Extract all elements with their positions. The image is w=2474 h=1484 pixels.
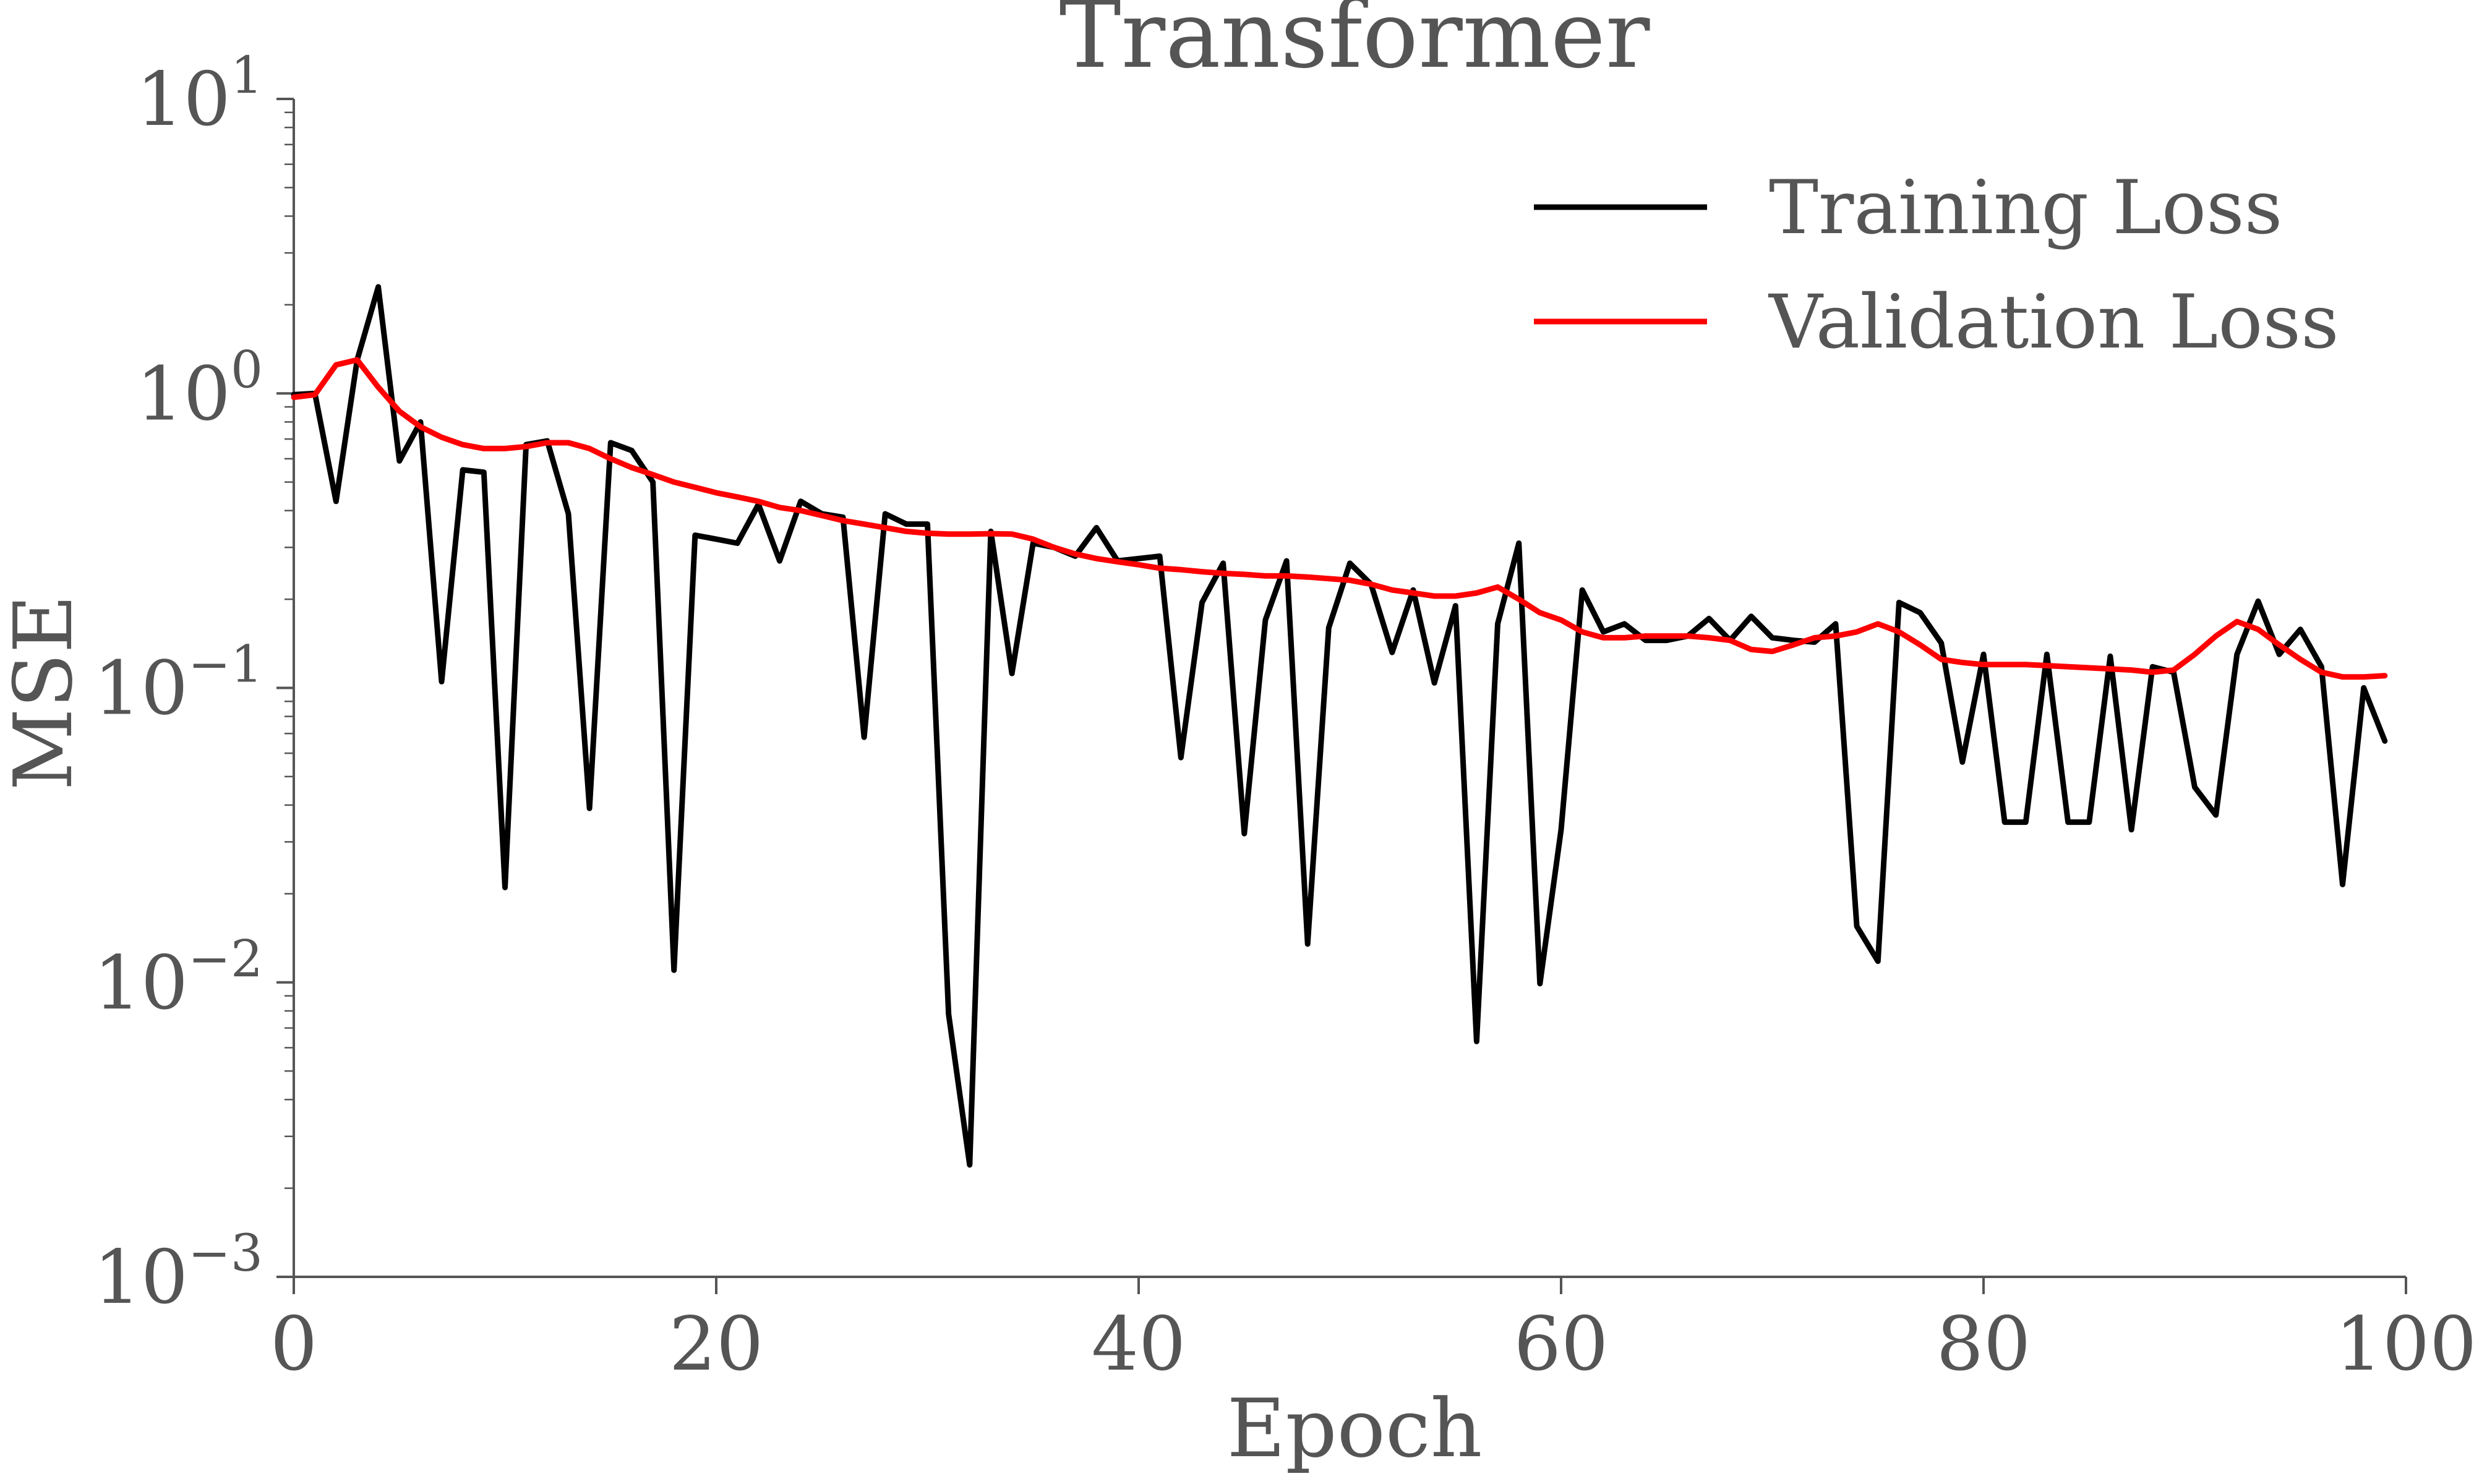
x-tick-label: 40 <box>1092 1302 1186 1388</box>
x-tick-label: 20 <box>669 1302 764 1388</box>
legend-label: Validation Loss <box>1768 279 2339 365</box>
x-tick-label: 60 <box>1514 1302 1609 1388</box>
training-loss-line <box>291 284 2388 1168</box>
y-tick-label: 100 <box>136 341 263 437</box>
legend: Training Loss Validation Loss <box>1534 165 2339 365</box>
y-tick-label: 101 <box>136 46 263 143</box>
y-axis-label: MSE <box>0 594 90 790</box>
y-tick-label: 10−1 <box>93 636 263 732</box>
x-tick-label: 100 <box>2335 1302 2474 1388</box>
plot-area: 0 20 40 60 80 100 10−3 10−2 10−1 100 101 <box>93 46 2474 1388</box>
x-tick-label: 0 <box>270 1302 317 1388</box>
y-tick-label: 10−3 <box>93 1224 263 1321</box>
x-axis-label: Epoch <box>1227 1381 1483 1475</box>
x-tick-label: 80 <box>1937 1302 2031 1388</box>
validation-loss-line <box>291 357 2388 680</box>
legend-label: Training Loss <box>1769 165 2282 251</box>
y-tick-label: 10−2 <box>93 930 263 1026</box>
chart-title: Transformer <box>1059 0 1650 89</box>
